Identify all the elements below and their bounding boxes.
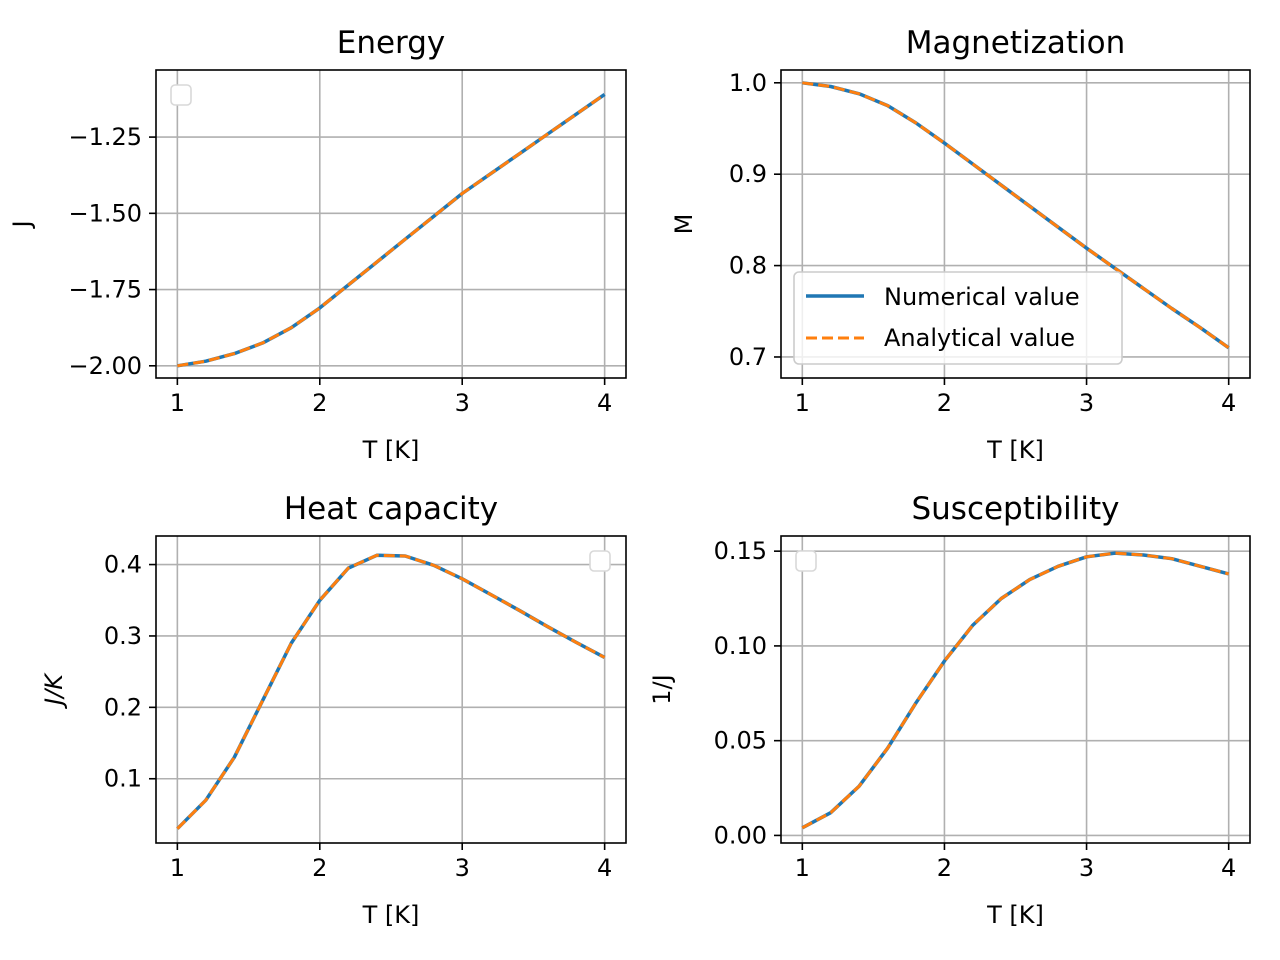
x-tick-label: 1: [170, 389, 185, 417]
analytical-series-line: [801, 551, 1230, 830]
x-axis-label: T [K]: [986, 901, 1044, 929]
x-tick-label: 4: [597, 854, 612, 882]
y-tick-label: 0.00: [714, 821, 767, 849]
numerical-series-line: [176, 553, 606, 830]
y-tick-label: 0.9: [729, 160, 767, 188]
x-tick-label: 3: [1079, 389, 1094, 417]
x-tick-label: 3: [455, 389, 470, 417]
y-tick-label: −1.25: [68, 123, 142, 151]
x-tick-label: 3: [1079, 854, 1094, 882]
numerical-series-line: [801, 551, 1230, 830]
x-tick-label: 4: [1221, 389, 1236, 417]
analytical-series-line: [177, 93, 606, 368]
y-tick-label: −1.75: [68, 276, 142, 304]
x-axis-label: T [K]: [362, 436, 420, 464]
subplot-title: Susceptibility: [911, 491, 1119, 527]
x-tick-label: 1: [795, 389, 810, 417]
subplot-heat-capacity: 1 2 3 4 0.1 0.2 0.3 0.4 Heat capacity T [K] J/K: [40, 491, 627, 929]
y-tick-label: 0.05: [714, 727, 767, 755]
x-tick-label: 1: [795, 854, 810, 882]
subplot-title: Magnetization: [906, 25, 1126, 61]
y-tick-label: 0.3: [104, 622, 142, 650]
y-tick-label: 0.7: [729, 343, 767, 371]
x-tick-label: 4: [597, 389, 612, 417]
y-tick-label: 0.2: [104, 693, 142, 721]
y-tick-label: 0.10: [714, 632, 767, 660]
axes-frame: [155, 69, 627, 379]
y-tick-label: 0.15: [714, 537, 767, 565]
axes-frame: [780, 69, 1251, 379]
y-tick-label: 0.8: [729, 252, 767, 280]
legend-label-analytical: Analytical value: [884, 324, 1075, 352]
subplot-magnetization: 1 2 3 4 0.7 0.8 0.9 1.0 Magnetization T [K] M Numer…: [670, 25, 1251, 464]
legend-frame: [793, 271, 1123, 365]
empty-legend-box: [589, 550, 611, 572]
y-tick-label: 1.0: [729, 69, 767, 97]
axes-frame: [155, 535, 627, 844]
legend-label-numerical: Numerical value: [884, 283, 1080, 311]
x-axis-label: T [K]: [362, 901, 420, 929]
y-tick-label: 0.4: [104, 551, 142, 579]
x-tick-label: 2: [937, 389, 952, 417]
subplot-susceptibility: 1 2 3 4 0.00 0.05 0.10 0.15 Susceptibility T [K] 1…: [648, 491, 1251, 929]
y-axis-label: 1/J: [648, 674, 676, 704]
axes-frame: [780, 535, 1251, 844]
legend: Numerical value Analytical value: [793, 271, 1123, 365]
y-axis-label: M: [670, 214, 698, 235]
x-tick-label: 2: [312, 854, 327, 882]
x-tick-label: 1: [170, 854, 185, 882]
subplot-energy: 1 2 3 4 −2.00 −1.75 −1.50 −1.25 Energy T [K] J: [8, 25, 627, 464]
x-tick-label: 2: [937, 854, 952, 882]
subplot-title: Heat capacity: [284, 491, 498, 527]
subplot-title: Energy: [337, 25, 446, 61]
y-axis-label: J/K: [40, 672, 68, 709]
numerical-series-line: [177, 92, 606, 368]
y-tick-label: 0.1: [104, 765, 142, 793]
x-axis-label: T [K]: [986, 436, 1044, 464]
y-axis-label: J: [8, 220, 36, 229]
analytical-series-line: [176, 553, 606, 830]
y-tick-label: −1.50: [68, 199, 142, 227]
y-tick-label: −2.00: [68, 352, 142, 380]
x-tick-label: 3: [455, 854, 470, 882]
analytical-series-line: [802, 81, 1230, 350]
empty-legend-box: [170, 84, 192, 106]
x-tick-label: 2: [312, 389, 327, 417]
x-tick-label: 4: [1221, 854, 1236, 882]
empty-legend-box: [795, 550, 817, 572]
